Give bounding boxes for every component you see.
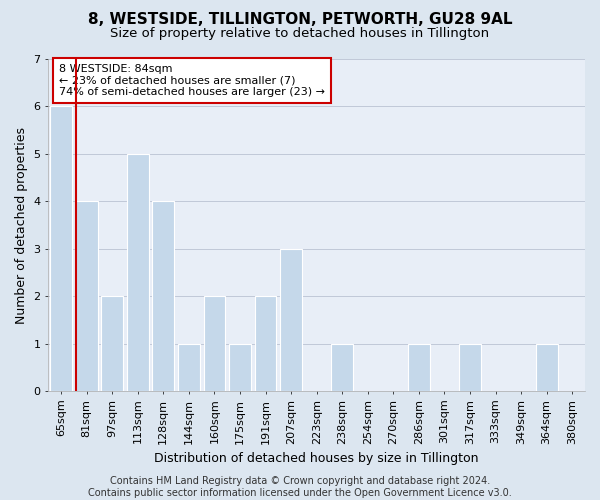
Bar — [280, 248, 302, 391]
X-axis label: Distribution of detached houses by size in Tillington: Distribution of detached houses by size … — [154, 452, 479, 465]
Y-axis label: Number of detached properties: Number of detached properties — [15, 126, 28, 324]
Bar — [101, 296, 123, 391]
Bar — [331, 344, 353, 391]
Bar — [203, 296, 225, 391]
Bar — [178, 344, 200, 391]
Text: Size of property relative to detached houses in Tillington: Size of property relative to detached ho… — [110, 28, 490, 40]
Bar — [50, 106, 72, 391]
Bar — [254, 296, 277, 391]
Bar — [408, 344, 430, 391]
Bar — [127, 154, 149, 391]
Bar — [459, 344, 481, 391]
Bar — [229, 344, 251, 391]
Text: 8 WESTSIDE: 84sqm
← 23% of detached houses are smaller (7)
74% of semi-detached : 8 WESTSIDE: 84sqm ← 23% of detached hous… — [59, 64, 325, 97]
Bar — [152, 202, 174, 391]
Text: Contains HM Land Registry data © Crown copyright and database right 2024.
Contai: Contains HM Land Registry data © Crown c… — [88, 476, 512, 498]
Bar — [76, 202, 98, 391]
Bar — [536, 344, 557, 391]
Text: 8, WESTSIDE, TILLINGTON, PETWORTH, GU28 9AL: 8, WESTSIDE, TILLINGTON, PETWORTH, GU28 … — [88, 12, 512, 28]
